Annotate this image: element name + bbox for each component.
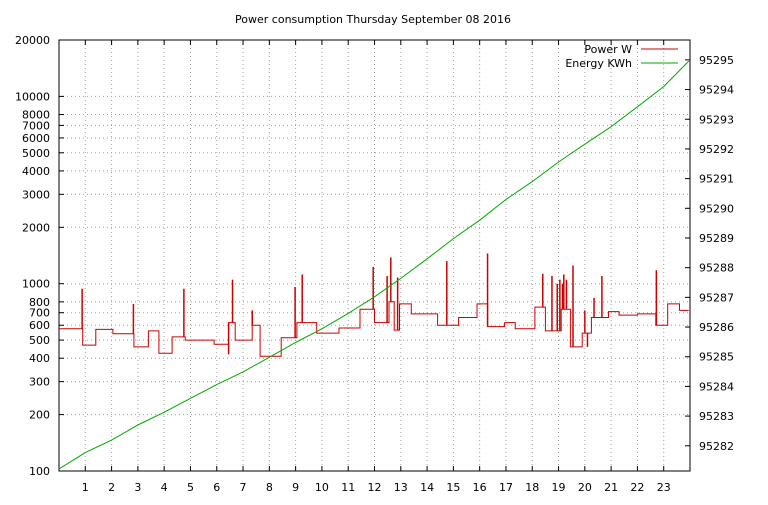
x-axis: 1 2 3 4 5 6 7 8 9 10 11 12 13 14 15 16 17 18 19 20 21 22 23 — [82, 40, 671, 494]
y2-tick-label: 95293 — [699, 113, 734, 126]
y2-tick-label: 95288 — [699, 262, 734, 275]
y-tick-label: 3000 — [22, 188, 50, 201]
x-tick-label: 2 — [108, 481, 115, 494]
x-tick-label: 14 — [420, 481, 434, 494]
legend-label-energy: Energy KWh — [565, 57, 632, 70]
y2-tick-label: 95286 — [699, 321, 734, 334]
chart-title: Power consumption Thursday September 08 … — [235, 13, 511, 26]
series-layer — [58, 60, 690, 470]
x-tick-label: 9 — [292, 481, 299, 494]
y-tick-label: 200 — [29, 409, 50, 422]
x-tick-label: 19 — [552, 481, 566, 494]
x-tick-label: 8 — [266, 481, 273, 494]
legend: Power W Energy KWh — [565, 43, 678, 70]
y2-tick-label: 95285 — [699, 351, 734, 364]
y-tick-label: 700 — [29, 307, 50, 320]
x-tick-label: 7 — [240, 481, 247, 494]
y-axis-right: 95282 95283 95284 95285 95286 95287 95288 95289… — [685, 54, 734, 453]
x-tick-label: 13 — [394, 481, 408, 494]
y2-tick-label: 95294 — [699, 84, 734, 97]
x-tick-label: 11 — [341, 481, 355, 494]
x-tick-label: 23 — [657, 481, 671, 494]
x-tick-label: 12 — [368, 481, 382, 494]
x-tick-label: 4 — [161, 481, 168, 494]
x-tick-label: 20 — [578, 481, 592, 494]
legend-label-power: Power W — [584, 43, 632, 56]
x-tick-label: 6 — [213, 481, 220, 494]
y-tick-label: 500 — [29, 334, 50, 347]
y2-tick-label: 95287 — [699, 291, 734, 304]
y-tick-label: 100 — [29, 465, 50, 478]
y2-tick-label: 95295 — [699, 54, 734, 67]
y-tick-label: 400 — [29, 352, 50, 365]
grid-lines — [59, 39, 690, 472]
y2-tick-label: 95283 — [699, 410, 734, 423]
x-tick-label: 3 — [134, 481, 141, 494]
x-tick-label: 18 — [525, 481, 539, 494]
y-tick-label: 1000 — [22, 278, 50, 291]
y-tick-label: 800 — [29, 296, 50, 309]
y2-tick-label: 95289 — [699, 232, 734, 245]
y2-tick-label: 95282 — [699, 440, 734, 453]
x-tick-label: 15 — [446, 481, 460, 494]
x-tick-label: 22 — [630, 481, 644, 494]
y2-tick-label: 95284 — [699, 380, 734, 393]
energy-series-line — [58, 60, 690, 470]
y-tick-label: 5000 — [22, 147, 50, 160]
y-tick-label: 6000 — [22, 132, 50, 145]
y-tick-label: 7000 — [22, 119, 50, 132]
y-tick-label: 300 — [29, 376, 50, 389]
x-tick-label: 10 — [315, 481, 329, 494]
y-tick-label: 8000 — [22, 109, 50, 122]
power-series-line — [59, 301, 689, 357]
y-tick-label: 2000 — [22, 221, 50, 234]
x-tick-label: 5 — [187, 481, 194, 494]
y-tick-label: 10000 — [15, 90, 50, 103]
x-tick-label: 1 — [82, 481, 89, 494]
y2-tick-label: 95290 — [699, 202, 734, 215]
x-tick-label: 16 — [473, 481, 487, 494]
y-tick-label: 20000 — [15, 34, 50, 47]
y2-tick-label: 95292 — [699, 143, 734, 156]
y2-tick-label: 95291 — [699, 173, 734, 186]
x-tick-label: 21 — [604, 481, 618, 494]
y-tick-label: 600 — [29, 319, 50, 332]
x-tick-label: 17 — [499, 481, 513, 494]
y-tick-label: 4000 — [22, 165, 50, 178]
